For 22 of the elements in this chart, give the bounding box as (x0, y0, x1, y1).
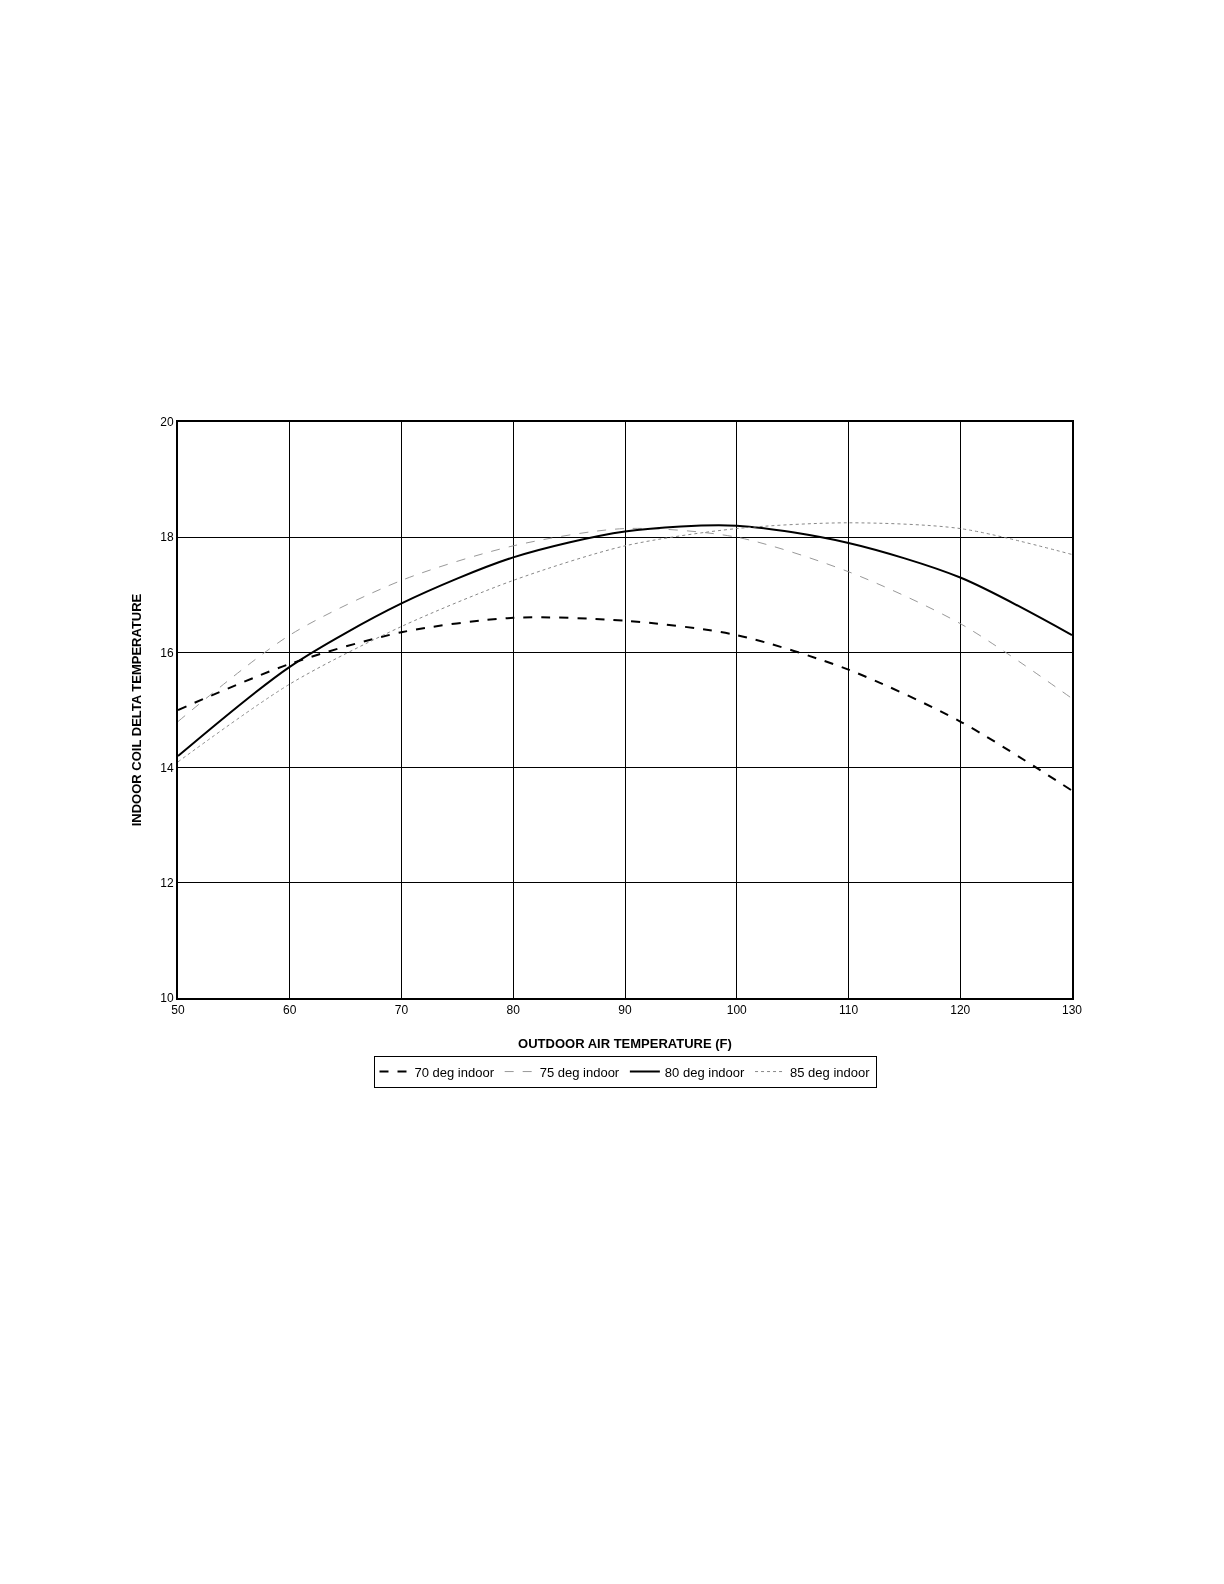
x-tick-label: 70 (394, 1003, 409, 1018)
y-axis-title: INDOOR COIL DELTA TEMPERATURE (129, 593, 144, 827)
legend-label: 80 deg indoor (664, 1064, 746, 1080)
y-tick-label: 16 (160, 645, 174, 660)
y-tick-label: 10 (160, 991, 174, 1006)
x-axis-title: OUTDOOR AIR TEMPERATURE (F) (518, 1036, 732, 1051)
x-tick-label: 120 (950, 1003, 971, 1018)
x-tick-label: 90 (618, 1003, 632, 1018)
x-tick-label: 100 (726, 1003, 748, 1018)
x-tick-label: 50 (171, 1003, 185, 1018)
line-series (178, 527, 1072, 723)
legend-label: 70 deg indoor (414, 1064, 495, 1080)
y-tick-label: 14 (160, 760, 174, 775)
y-tick-label: 12 (160, 876, 174, 890)
legend-label: 85 deg indoor (790, 1064, 871, 1080)
x-tick-label: 60 (283, 1003, 297, 1018)
legend-label: 75 deg indoor (539, 1064, 620, 1080)
y-tick-label: 20 (160, 415, 174, 430)
x-tick-label: 110 (838, 1003, 859, 1018)
x-tick-label: 130 (1061, 1003, 1083, 1018)
x-tick-label: 80 (506, 1003, 521, 1018)
y-tick-label: 18 (160, 530, 174, 545)
